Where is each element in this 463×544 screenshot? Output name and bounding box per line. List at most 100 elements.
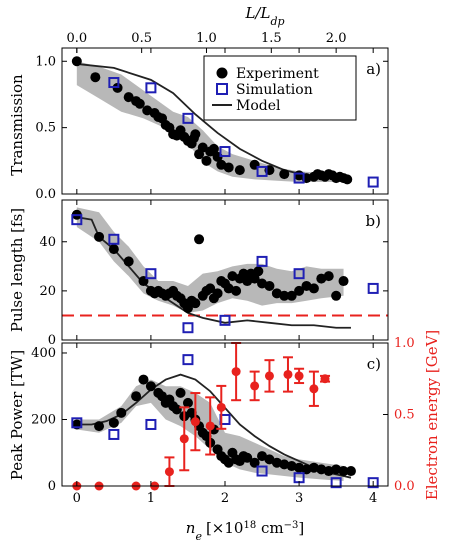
experiment-point [208, 143, 219, 154]
uncertainty-band [76, 207, 344, 313]
electron-energy-point [205, 421, 215, 431]
panel-label-a: a) [366, 60, 381, 78]
electron-energy-point [264, 371, 274, 381]
electron-energy-point [283, 369, 293, 379]
experiment-point [338, 276, 349, 287]
panel-label-c: c) [367, 355, 381, 373]
legend-simulation-label: Simulation [236, 82, 313, 98]
experiment-point [212, 288, 223, 299]
electron-energy-point [309, 384, 319, 394]
experiment-point [94, 231, 105, 242]
electron-energy-point [294, 371, 304, 381]
simulation-point [293, 172, 305, 184]
experiment-point [134, 98, 145, 109]
experiment-point [345, 466, 356, 477]
simulation-point [145, 418, 157, 430]
experiment-point [331, 290, 342, 301]
simulation-point [108, 233, 120, 245]
simulation-point [256, 255, 268, 267]
y-tick-label: 40 [39, 235, 56, 250]
experiment-point [238, 268, 249, 279]
uncertainty-band [76, 61, 344, 183]
experiment-point [338, 466, 349, 477]
top-tick-label: 0.0 [66, 31, 87, 46]
simulation-point [293, 268, 305, 280]
x-tick-label: 2 [221, 491, 229, 506]
simulation-point [367, 282, 379, 294]
x-tick-label: 0 [73, 491, 81, 506]
experiment-point [194, 234, 205, 245]
electron-energy-point [190, 417, 200, 427]
experiment-point [294, 285, 305, 296]
top-tick-label: 2.0 [326, 31, 347, 46]
y-tick-label: 400 [31, 346, 56, 361]
top-tick-label: 1.0 [196, 31, 217, 46]
simulation-point [108, 428, 120, 440]
simulation-point [367, 176, 379, 188]
electron-energy-point [231, 367, 241, 377]
simulation-point [256, 165, 268, 177]
experiment-point [175, 387, 186, 398]
simulation-point [71, 417, 83, 429]
experiment-point [308, 283, 319, 294]
electron-energy-point [250, 381, 260, 391]
experiment-point [182, 397, 193, 408]
experiment-point [242, 452, 253, 463]
y-tick-label: 0.5 [35, 121, 56, 136]
experiment-point [145, 381, 156, 392]
experiment-point [131, 391, 142, 402]
panel-a-transmission: 0.0 0.5 1.0 a) [35, 47, 389, 202]
y-tick-label: 0.0 [35, 187, 56, 202]
y-tick-label: 20 [39, 284, 56, 299]
electron-energy-point [164, 467, 174, 477]
experiment-point [279, 169, 290, 180]
ylabel-peak-power: Peak Power [TW] [8, 350, 26, 480]
experiment-point [182, 303, 193, 314]
simulation-point [71, 214, 83, 226]
right-tick-label: 0.5 [394, 408, 415, 423]
experiment-point [108, 244, 119, 255]
experiment-point [205, 283, 216, 294]
top-tick-label: 1.5 [261, 31, 282, 46]
legend-experiment-marker [216, 67, 228, 79]
experiment-point [264, 280, 275, 291]
experiment-point [90, 72, 101, 83]
simulation-point [182, 322, 194, 334]
ylabel-electron-energy: Electron energy [GeV] [423, 330, 441, 501]
experiment-point [116, 407, 127, 418]
x-tick-label: 1 [147, 491, 155, 506]
x-tick-label: 3 [295, 491, 303, 506]
experiment-point [171, 404, 182, 415]
y-tick-label: 200 [31, 412, 56, 427]
simulation-point [182, 354, 194, 366]
electron-energy-point [179, 434, 189, 444]
experiment-point [249, 457, 260, 468]
y-tick-label: 0 [48, 333, 56, 348]
simulation-point [145, 268, 157, 280]
experiment-point [123, 92, 134, 103]
experiment-point [138, 374, 149, 385]
experiment-point [123, 256, 134, 267]
ylabel-transmission: Transmission [8, 74, 26, 176]
simulation-point [256, 465, 268, 477]
legend-experiment-label: Experiment [236, 66, 319, 82]
experiment-point [94, 421, 105, 432]
simulation-point [145, 82, 157, 94]
top-axis-ticks: 0.0 0.5 1.0 1.5 2.0 [66, 31, 346, 53]
experiment-point [201, 155, 212, 166]
ylabel-pulse-length: Pulse length [fs] [8, 208, 26, 332]
simulation-point [367, 477, 379, 489]
experiment-point [108, 417, 119, 428]
y-tick-label: 0 [48, 479, 56, 494]
simulation-point [108, 77, 120, 89]
experiment-point [71, 56, 82, 67]
legend-model-label: Model [236, 98, 281, 114]
x-axis-label: ne [×1018 cm−3] [186, 519, 304, 543]
right-tick-label: 0.0 [394, 479, 415, 494]
experiment-point [223, 162, 234, 173]
simulation-point [330, 477, 342, 489]
experiment-point [231, 285, 242, 296]
experiment-point [253, 266, 264, 277]
